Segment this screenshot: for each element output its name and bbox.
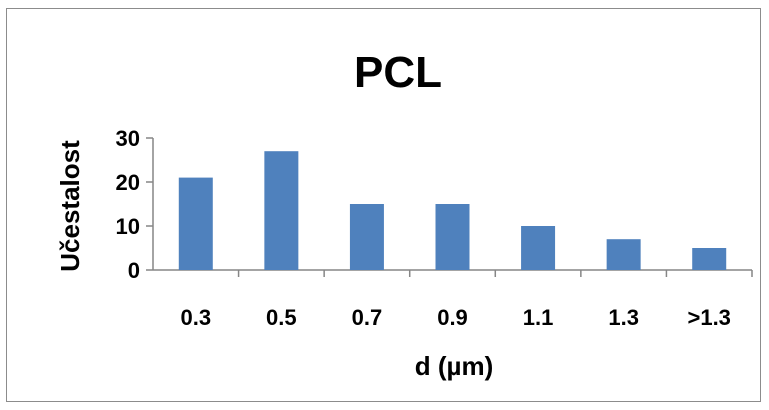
x-tick-label: 0.9 xyxy=(437,305,468,330)
x-tick-label: 0.5 xyxy=(266,305,297,330)
bar xyxy=(606,239,641,270)
y-tick-label: 20 xyxy=(116,170,140,195)
x-tick-label: 0.3 xyxy=(180,305,211,330)
x-axis-label: d (µm) xyxy=(415,351,494,381)
bar xyxy=(435,204,470,270)
bar xyxy=(178,177,213,270)
x-tick-label: 1.3 xyxy=(608,305,639,330)
bar xyxy=(692,248,727,270)
bar xyxy=(521,226,556,270)
bar xyxy=(264,151,299,270)
chart-title: PCL xyxy=(354,48,442,97)
x-tick-label: 1.1 xyxy=(523,305,554,330)
bar xyxy=(349,204,384,270)
y-tick-label: 30 xyxy=(116,126,140,151)
x-tick-label: 0.7 xyxy=(352,305,383,330)
y-axis-label: Učestalost xyxy=(55,140,85,272)
x-tick-label: >1.3 xyxy=(687,305,730,330)
y-tick-label: 0 xyxy=(128,258,140,283)
y-tick-label: 10 xyxy=(116,214,140,239)
